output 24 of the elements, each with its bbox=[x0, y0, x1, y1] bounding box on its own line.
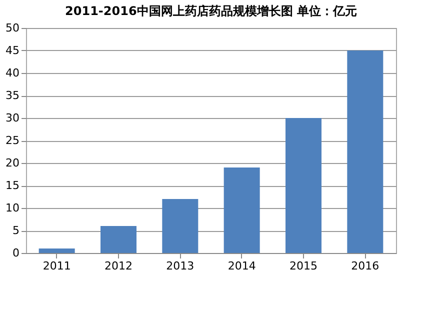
x-tick-label: 2012 bbox=[104, 260, 132, 272]
bar bbox=[38, 248, 75, 253]
y-tick-label: 0 bbox=[12, 246, 20, 260]
y-tick-label: 15 bbox=[6, 179, 20, 192]
bar bbox=[100, 226, 136, 253]
x-tick-label: 2011 bbox=[42, 260, 71, 272]
y-tick-label: 35 bbox=[6, 89, 20, 102]
chart-title: 2011-2016中国网上药店药品规模增长图 单位：亿元 bbox=[65, 4, 357, 18]
y-tick-label: 50 bbox=[6, 22, 20, 34]
y-tick-label: 30 bbox=[6, 112, 20, 124]
y-tick-label: 20 bbox=[6, 156, 20, 170]
y-tick-label: 10 bbox=[6, 202, 20, 214]
y-tick-label: 45 bbox=[6, 44, 20, 57]
bar bbox=[224, 168, 260, 253]
x-tick-label: 2015 bbox=[290, 260, 318, 272]
bar bbox=[162, 199, 198, 253]
x-tick-label: 2013 bbox=[166, 260, 194, 272]
x-tick-label: 2016 bbox=[351, 260, 380, 272]
bar bbox=[347, 50, 384, 253]
x-tick-label: 2014 bbox=[228, 260, 256, 272]
bar bbox=[286, 118, 322, 253]
y-tick-label: 5 bbox=[12, 224, 20, 237]
y-tick-label: 40 bbox=[6, 66, 20, 80]
y-tick-label: 25 bbox=[6, 134, 20, 147]
